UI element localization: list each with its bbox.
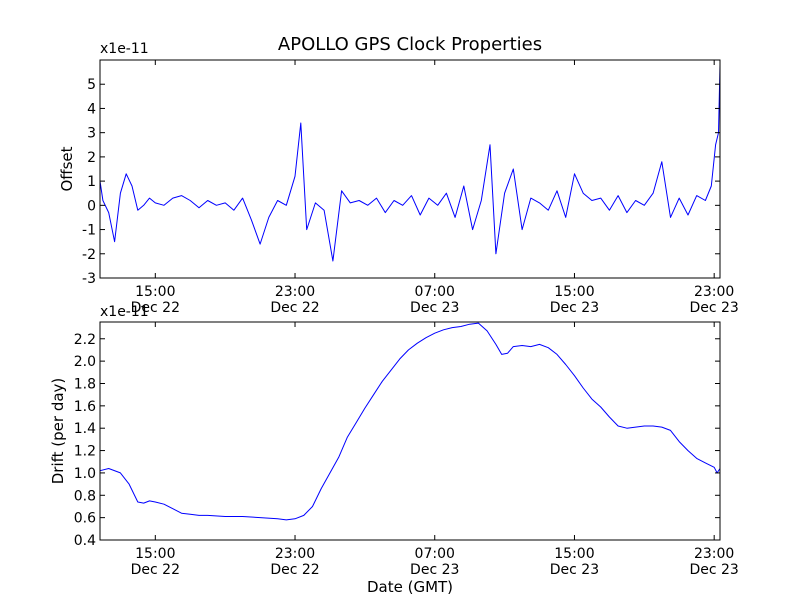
y-tick-label: 0.6 (74, 511, 96, 527)
drift-panel: 0.40.60.81.01.21.41.61.82.02.2 15:00Dec … (49, 304, 739, 578)
x-tick-label-date: Dec 22 (270, 562, 319, 578)
y-tick-label: -2 (82, 247, 96, 263)
x-tick-label-time: 23:00 (275, 546, 315, 562)
chart-title: APOLLO GPS Clock Properties (278, 34, 542, 55)
x-tick-label-time: 23:00 (694, 546, 734, 562)
x-tick-label-date: Dec 22 (131, 562, 180, 578)
offset-marks (99, 64, 721, 262)
x-tick-label-time: 07:00 (415, 546, 455, 562)
x-tick-label-date: Dec 23 (410, 562, 459, 578)
x-tick-label-time: 23:00 (694, 284, 734, 300)
y-tick-label: 0.8 (74, 488, 96, 504)
x-tick-label-date: Dec 23 (689, 562, 738, 578)
y-tick-label: 1.8 (74, 376, 96, 392)
y-tick-label: 5 (87, 77, 96, 93)
drift-axes-frame (99, 321, 721, 541)
drift-marks (99, 322, 721, 521)
y-tick-label: 1.0 (74, 466, 96, 482)
x-tick-label-time: 15:00 (135, 546, 175, 562)
y-tick-label: 2.2 (74, 332, 96, 348)
y-tick-label: 1.6 (74, 399, 96, 415)
y-tick-label: 3 (87, 126, 96, 142)
offset-multiplier: x1e-11 (100, 41, 149, 57)
y-tick-label: 1 (87, 174, 96, 190)
y-tick-label: -3 (82, 271, 96, 287)
offset-axes-frame (99, 59, 721, 279)
y-tick-label: -1 (82, 223, 96, 239)
y-tick-label: 4 (87, 101, 96, 117)
drift-ylabel: Drift (per day) (49, 378, 67, 485)
y-tick-label: 1.4 (74, 421, 96, 437)
x-tick-label-date: Dec 23 (689, 300, 738, 316)
y-tick-label: 0 (87, 198, 96, 214)
drift-y-ticks: 0.4 0.6 0.8 1.0 1.2 1.4 1.6 1.8 2.0 2.2 (74, 332, 720, 549)
x-tick-label-date: Dec 23 (550, 300, 599, 316)
y-tick-label: 2.0 (74, 354, 96, 370)
drift-multiplier: x1e-11 (100, 304, 149, 320)
x-tick-label-date: Dec 22 (270, 300, 319, 316)
x-tick-label-time: 23:00 (275, 284, 315, 300)
x-tick-label-time: 15:00 (135, 284, 175, 300)
y-tick-label: 0.4 (74, 533, 96, 549)
offset-ylabel: Offset (58, 146, 76, 191)
offset-y-ticks: -3 -2 -1 0 1 2 3 4 5 (82, 77, 720, 287)
x-axis-label: Date (GMT) (367, 578, 453, 596)
x-tick-label-time: 15:00 (554, 284, 594, 300)
x-tick-label-time: 07:00 (415, 284, 455, 300)
y-tick-label: 1.2 (74, 444, 96, 460)
x-tick-label-date: Dec 22 (131, 300, 180, 316)
drift-series-line-0 (99, 322, 721, 521)
offset-series-line-0 (99, 64, 721, 262)
x-tick-label-date: Dec 23 (410, 300, 459, 316)
x-tick-label-time: 15:00 (554, 546, 594, 562)
x-tick-label-date: Dec 23 (550, 562, 599, 578)
y-tick-label: 2 (87, 150, 96, 166)
